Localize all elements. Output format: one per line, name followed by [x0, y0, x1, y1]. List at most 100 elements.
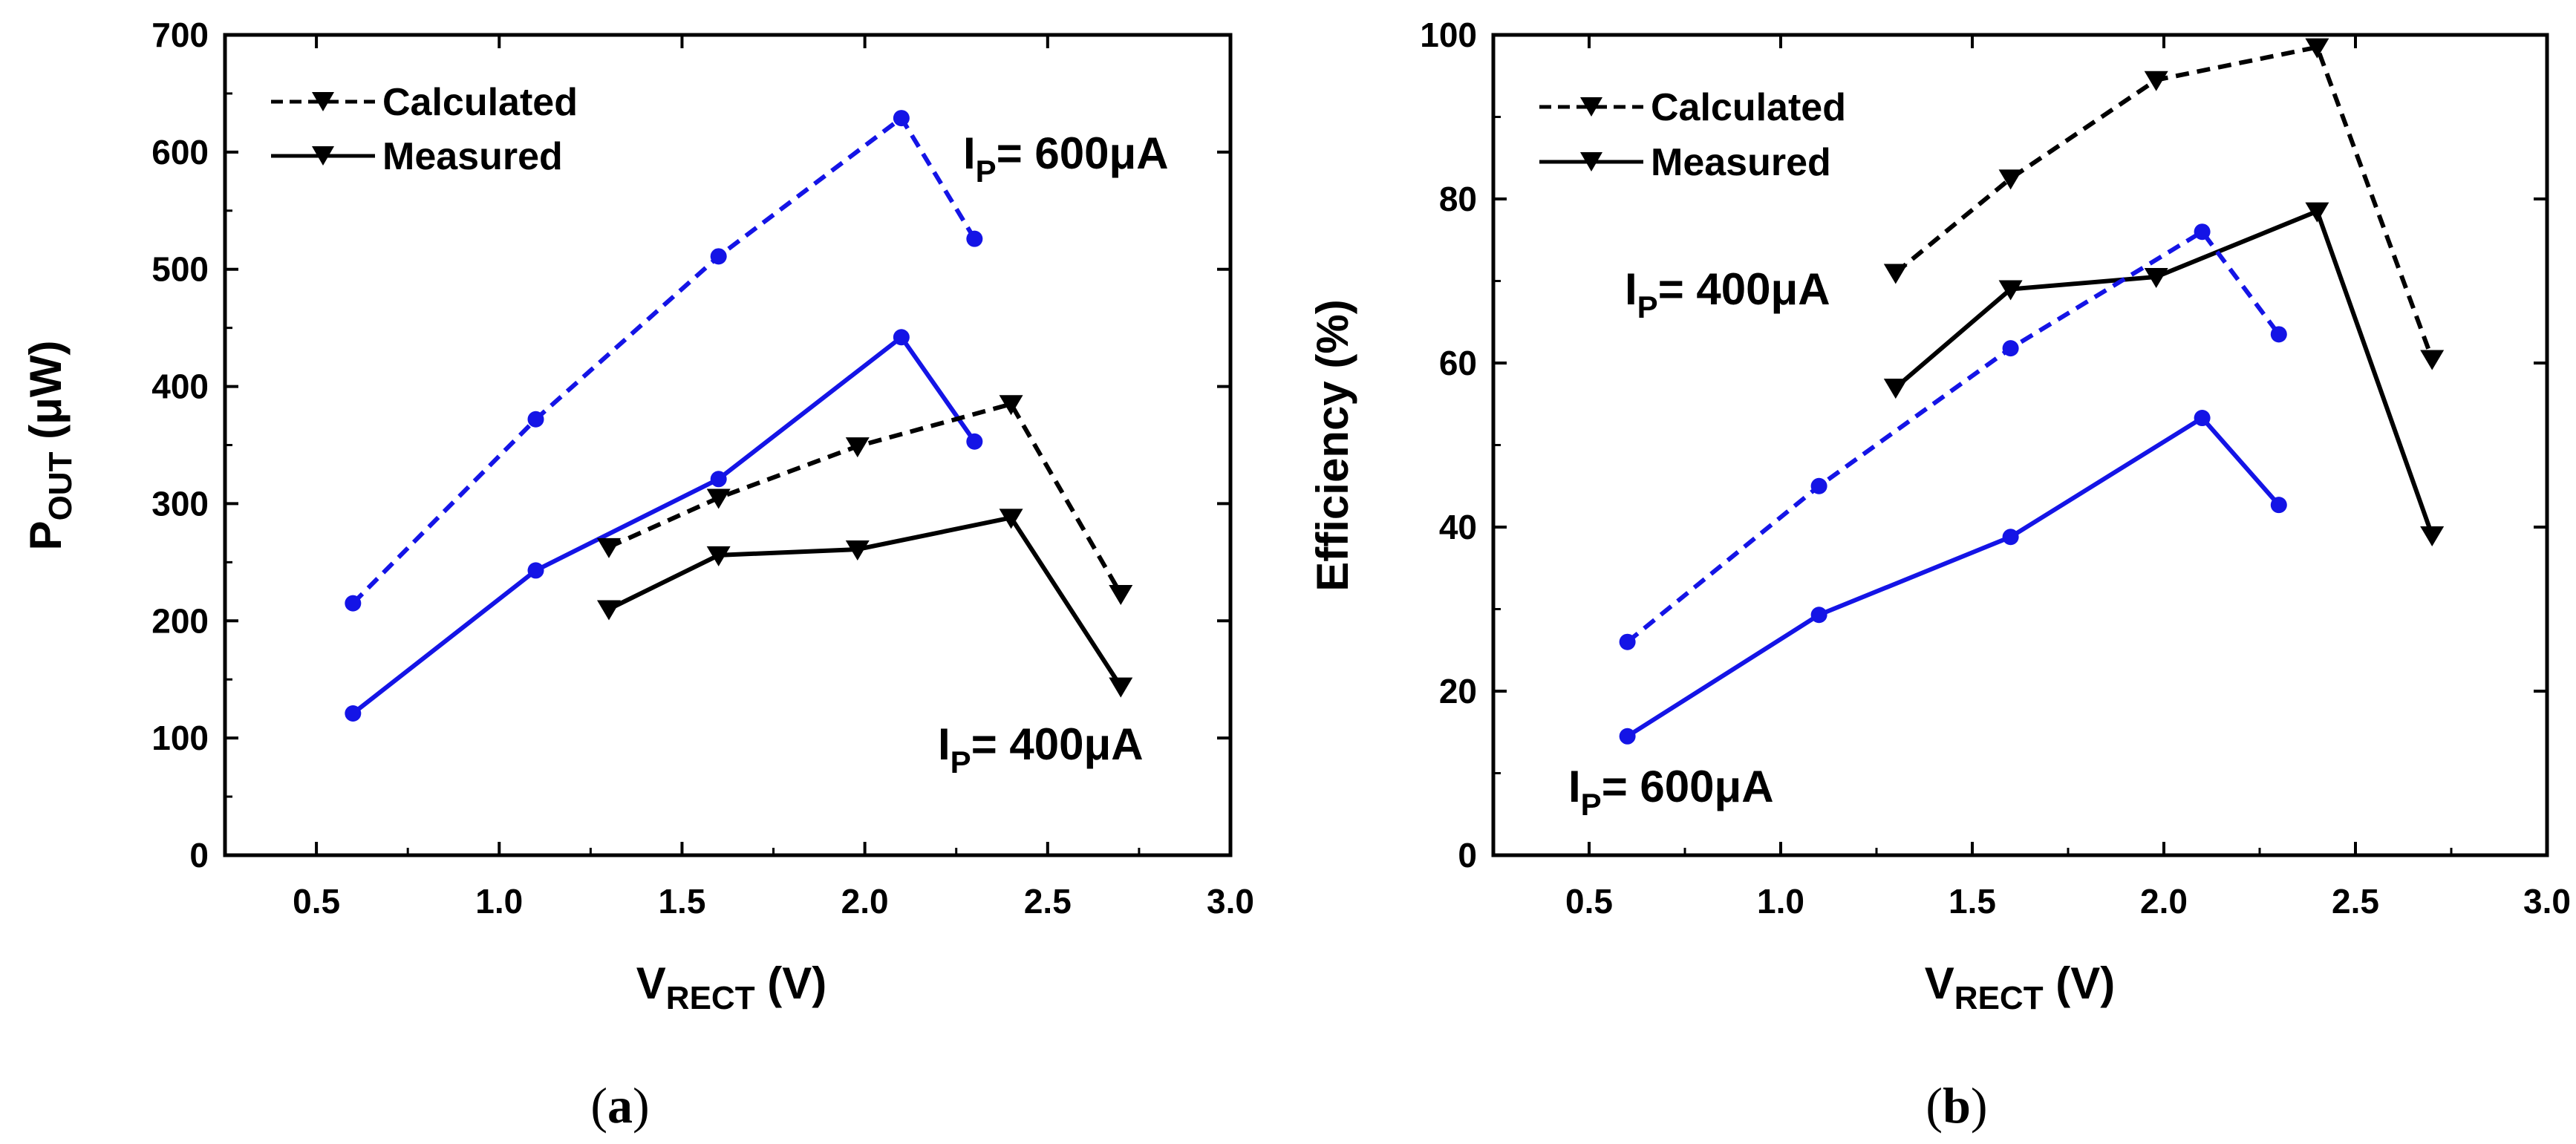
- legend-label-calculated-b: Calculated: [1651, 86, 1846, 129]
- y-tick-label-a: 500: [151, 250, 209, 289]
- x-tick-label-a: 1.0: [475, 882, 523, 921]
- series-group-a: [345, 110, 1133, 722]
- data-point-a-2: [1109, 584, 1133, 605]
- data-point-b-2: [1619, 633, 1636, 650]
- data-point-b-1: [2144, 267, 2168, 288]
- data-point-a-0: [710, 248, 727, 265]
- x-tick-label-a: 2.5: [1024, 882, 1072, 921]
- data-point-b-3: [1619, 728, 1636, 745]
- x-axis-title-a: VRECT (V): [636, 958, 826, 1016]
- legend-b: Calculated Measured: [1539, 86, 1846, 184]
- caption-b-close: ): [1971, 1077, 1988, 1134]
- x-axis-title-main-a: V: [636, 958, 666, 1008]
- caption-a-close: ): [633, 1077, 650, 1134]
- annotation-ip-400-a-rest: = 400μA: [971, 719, 1144, 769]
- annotation-ip-600-a-main: I: [963, 128, 976, 178]
- data-point-b-0: [1998, 169, 2023, 190]
- data-point-a-1: [893, 329, 910, 346]
- data-point-a-3: [999, 509, 1023, 529]
- caption-b: (b): [1926, 1077, 1987, 1134]
- x-axis-title-unit-a: (V): [755, 958, 827, 1008]
- legend-label-measured-a: Measured: [382, 135, 563, 178]
- data-point-a-2: [706, 488, 731, 509]
- series-line-a-1: [351, 333, 976, 716]
- caption-a: (a): [590, 1077, 649, 1134]
- annotation-ip-400-a-main: I: [938, 719, 950, 769]
- legend-label-measured-b: Measured: [1651, 141, 1831, 184]
- y-tick-label-b: 40: [1439, 508, 1477, 546]
- x-tick-label-b: 1.0: [1757, 882, 1804, 921]
- y-tick-label-a: 700: [151, 16, 209, 54]
- y-tick-label-a: 0: [189, 836, 209, 875]
- data-point-a-1: [527, 562, 544, 579]
- data-point-b-0: [1883, 264, 1908, 284]
- annotation-ip-600-a: IP= 600μA: [963, 128, 1169, 189]
- x-tick-label-b: 1.5: [1949, 882, 1996, 921]
- series-line-b-3: [1626, 415, 2281, 739]
- data-point-b-1: [2305, 202, 2329, 223]
- series-group-b: [1619, 38, 2445, 745]
- legend-label-calculated-a: Calculated: [382, 81, 578, 124]
- data-point-b-3: [2270, 497, 2287, 514]
- x-tick-label-a: 3.0: [1207, 882, 1254, 921]
- x-axis-title-main-b: V: [1925, 958, 1954, 1008]
- x-axis-title-sub-a: RECT: [666, 980, 755, 1016]
- data-point-b-3: [2194, 410, 2211, 427]
- y-tick-label-a: 100: [151, 719, 209, 757]
- data-point-b-2: [2270, 326, 2287, 343]
- y-axis-title-main-b: Efficiency (%): [1308, 299, 1357, 591]
- data-point-b-2: [1810, 477, 1827, 494]
- data-point-b-1: [1883, 379, 1908, 399]
- x-tick-label-a: 1.5: [658, 882, 705, 921]
- x-tick-label-a: 2.0: [841, 882, 889, 921]
- y-tick-label-b: 0: [1458, 836, 1477, 875]
- y-axis-title-a: POUT (μW): [21, 341, 79, 551]
- x-axis-title-sub-b: RECT: [1954, 980, 2044, 1016]
- x-tick-label-a: 0.5: [293, 882, 340, 921]
- panel-b: 0.5 1.0 1.5 2.0 2.5 3.0 0 20 40 60 80 100 Efficienc…: [1308, 16, 2571, 1134]
- data-point-a-0: [527, 411, 544, 428]
- y-axis-title-main-a: P: [21, 520, 71, 550]
- legend-a: Calculated Measured: [271, 81, 578, 178]
- annotation-ip-600-b-rest: = 600μA: [1602, 762, 1774, 811]
- annotation-ip-600-a-rest: = 600μA: [997, 128, 1169, 178]
- x-tick-label-b: 0.5: [1565, 882, 1613, 921]
- data-point-b-3: [1810, 607, 1827, 624]
- annotation-ip-600-a-sub: P: [976, 154, 997, 189]
- data-point-b-1: [1998, 280, 2023, 301]
- annotation-ip-400-b: IP= 400μA: [1625, 264, 1830, 324]
- legend-marker-measured-a: [312, 146, 334, 166]
- y-axis-title-sub-a: OUT: [42, 451, 79, 520]
- y-tick-label-b: 20: [1439, 672, 1477, 710]
- data-point-b-3: [2002, 529, 2019, 546]
- series-line-a-0: [351, 114, 976, 605]
- data-point-a-1: [710, 471, 727, 488]
- legend-marker-calculated-b: [1580, 97, 1602, 117]
- x-tick-label-b: 2.5: [2332, 882, 2379, 921]
- annotation-ip-600-b: IP= 600μA: [1568, 762, 1774, 822]
- data-point-a-0: [966, 230, 983, 247]
- data-point-a-1: [345, 705, 362, 722]
- data-point-a-1: [966, 433, 983, 450]
- caption-a-letter: a: [607, 1077, 633, 1134]
- data-point-a-2: [596, 537, 621, 558]
- y-tick-label-b: 80: [1439, 180, 1477, 218]
- data-point-a-0: [345, 595, 362, 612]
- y-tick-label-b: 100: [1420, 16, 1477, 54]
- x-axis-title-unit-b: (V): [2044, 958, 2116, 1008]
- y-axis-title-b: Efficiency (%): [1308, 299, 1357, 591]
- data-point-a-3: [706, 546, 731, 566]
- data-point-b-0: [2420, 350, 2445, 370]
- panel-a: 0.5 1.0 1.5 2.0 2.5 3.0 0 100 200 300 400 500 600 700…: [21, 16, 1254, 1134]
- annotation-ip-400-a-sub: P: [950, 745, 971, 779]
- caption-a-open: (: [590, 1077, 607, 1134]
- y-tick-label-a: 400: [151, 367, 209, 406]
- data-point-a-3: [845, 540, 870, 560]
- data-point-b-2: [2002, 340, 2019, 357]
- data-point-b-0: [2144, 71, 2168, 91]
- caption-b-letter: b: [1943, 1077, 1971, 1134]
- data-point-a-2: [999, 395, 1023, 416]
- x-axis-title-b: VRECT (V): [1925, 958, 2115, 1016]
- data-point-a-3: [596, 600, 621, 621]
- annotation-ip-600-b-sub: P: [1581, 787, 1602, 822]
